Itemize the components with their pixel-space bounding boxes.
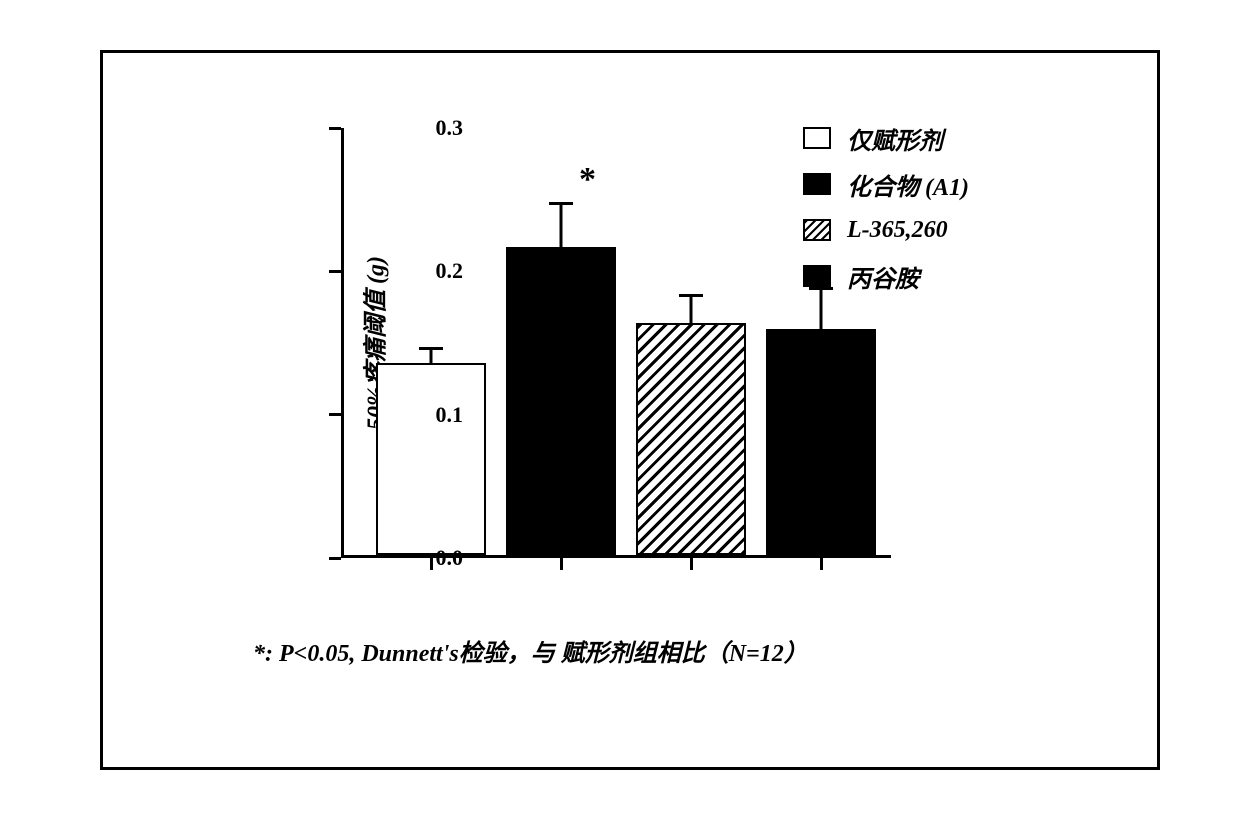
y-tick <box>329 270 341 273</box>
y-tick-label: 0.1 <box>403 402 463 428</box>
legend-swatch <box>803 265 831 287</box>
footnote: *: P<0.05, Dunnett's检验，与 赋形剂组相比（N=12） <box>253 633 808 668</box>
legend-swatch <box>803 219 831 241</box>
y-tick <box>329 413 341 416</box>
chart-area: 50%疼痛阈值 (g) * 仅赋形剂化合物 (A1)L-365,260丙谷胺 0… <box>273 108 1023 613</box>
error-bar <box>430 349 433 363</box>
y-axis <box>341 128 344 558</box>
y-tick-label: 0.3 <box>403 115 463 141</box>
bar-l365260 <box>636 323 746 555</box>
error-cap <box>549 202 573 205</box>
x-tick <box>820 558 823 570</box>
legend-row: L-365,260 <box>803 215 1083 245</box>
legend-row: 仅赋形剂 <box>803 123 1083 153</box>
y-tick-label: 0.0 <box>403 545 463 571</box>
significance-marker: * <box>579 161 596 199</box>
legend-label: 丙谷胺 <box>847 259 919 294</box>
legend-row: 化合物 (A1) <box>803 169 1083 199</box>
legend: 仅赋形剂化合物 (A1) L-365,260 丙谷胺 <box>803 123 1083 307</box>
x-tick <box>560 558 563 570</box>
y-tick <box>329 557 341 560</box>
bar-vehicle <box>376 363 486 555</box>
bar-proglumide <box>766 329 876 555</box>
chart-frame: 50%疼痛阈值 (g) * 仅赋形剂化合物 (A1)L-365,260丙谷胺 0… <box>100 50 1160 770</box>
legend-label: 仅赋形剂 <box>847 121 943 156</box>
legend-row: 丙谷胺 <box>803 261 1083 291</box>
y-tick <box>329 127 341 130</box>
x-tick <box>690 558 693 570</box>
error-bar <box>560 204 563 247</box>
error-bar <box>690 296 693 323</box>
legend-swatch <box>803 173 831 195</box>
legend-label: 化合物 (A1) <box>847 167 969 202</box>
bar-compound-a1 <box>506 247 616 555</box>
y-tick-label: 0.2 <box>403 258 463 284</box>
error-cap <box>679 294 703 297</box>
legend-label: L-365,260 <box>847 217 948 244</box>
error-cap <box>419 347 443 350</box>
legend-swatch <box>803 127 831 149</box>
